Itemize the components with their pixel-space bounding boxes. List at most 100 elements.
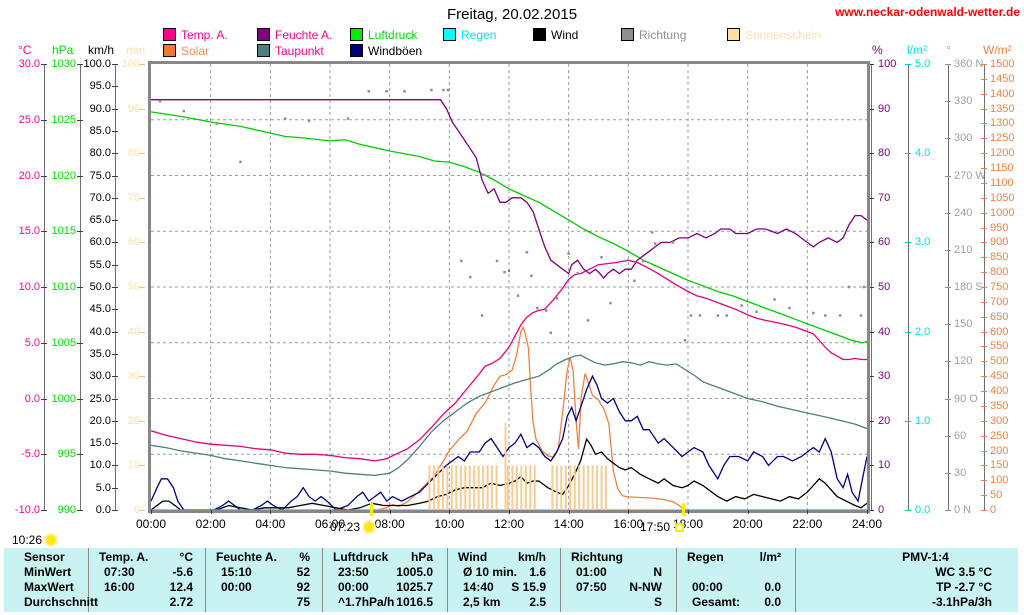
time-tick-label: 22:00 (792, 517, 823, 531)
axis-tick (41, 64, 47, 65)
axis-tick (945, 435, 951, 437)
axis-tick (112, 130, 118, 132)
legend-item-solar: Solar (163, 44, 209, 58)
table-cell-regen-time: Gesamt: (692, 595, 741, 609)
axis-tick-label-deg: 210 (954, 243, 973, 256)
axis-tick (981, 227, 987, 229)
axis-tick-label-wm2: 50 (990, 489, 1003, 502)
axis-tick (868, 510, 874, 511)
axis-tick (139, 64, 145, 65)
sunrise-sun-icon (364, 522, 375, 532)
axis-tick (112, 510, 118, 511)
legend-label-feuchte: Feuchte A. (275, 27, 333, 42)
axis-tick (112, 353, 118, 355)
axis-tick-label-min: 40 (127, 325, 140, 338)
axis-tick-label-kmh: 65.0 (89, 214, 111, 227)
table-cell-pmv: -3.1hPa/3h (931, 595, 992, 609)
axis-tick-label-kmh: 60.0 (89, 236, 111, 249)
axis-tick (981, 153, 987, 155)
axis-tick (905, 242, 911, 244)
axis-tick-label-wm2: 700 (990, 295, 1009, 308)
time-tick-label: 12:00 (493, 517, 525, 531)
axis-tick (112, 64, 118, 65)
time-tick (867, 510, 868, 514)
axis-tick-label-wm2: 150 (990, 459, 1009, 472)
axis-unit-min: min (126, 43, 146, 57)
axis-tick (981, 495, 987, 497)
table-header-pmv: PMV-1:4 (902, 550, 949, 564)
axis-tick-label-kmh: 85.0 (89, 124, 111, 137)
axis-tick (139, 510, 145, 511)
axis-unit-pct: % (872, 43, 883, 57)
axis-tick (41, 510, 47, 511)
legend-swatch-windboeen-icon (350, 44, 363, 57)
axis-tick (945, 398, 951, 400)
axis-tick-label-c: 15.0 (18, 225, 40, 238)
axis-tick (41, 342, 47, 344)
axis-tick (868, 420, 874, 422)
axis-tick-label-wm2: 850 (990, 251, 1009, 264)
axis-tick (905, 153, 911, 155)
axis-tick (945, 101, 951, 103)
table-unit-wind: km/h (517, 550, 546, 564)
axis-tick-label-kmh: 40.0 (89, 325, 111, 338)
series-luftdruck-line (151, 111, 867, 344)
sunrise-tick (370, 503, 374, 516)
axis-tick-label-deg: 30 (954, 466, 967, 479)
axis-tick (981, 316, 987, 318)
axis-tick (981, 420, 987, 422)
table-cell-luftdruck-value: 1016.5 (396, 595, 433, 609)
axis-tick (112, 487, 118, 489)
legend-item-feuchte: Feuchte A. (257, 27, 333, 42)
axis-tick (981, 272, 987, 274)
axis-tick (981, 197, 987, 199)
legend-item-sonnenschein: Sonnenschein (727, 28, 821, 42)
axis-tick (945, 324, 951, 326)
time-tick (210, 510, 212, 514)
table-cell-temp-value: -5.6 (172, 565, 193, 579)
table-unit-temp: °C (179, 550, 193, 564)
site-url[interactable]: www.neckar-odenwald-wetter.de (835, 5, 1020, 19)
table-separator (205, 548, 206, 612)
axis-tick (868, 153, 874, 155)
axis-tick (41, 175, 47, 177)
table-row-label: MaxWert (24, 580, 74, 594)
table-cell-luftdruck-time: ^1.7hPa/h (338, 595, 395, 609)
axis-tick (981, 64, 987, 65)
axis-tick (139, 465, 145, 467)
axis-tick (112, 331, 118, 333)
axis-tick (981, 465, 987, 467)
sunset-label: 17:50 (640, 520, 685, 534)
axis-tick (139, 376, 145, 378)
axis-tick-label-kmh: 90.0 (89, 102, 111, 115)
axis-tick-label-deg: 60 (954, 429, 967, 442)
legend-item-temp: Temp. A. (163, 27, 228, 42)
axis-tick (945, 472, 951, 474)
axis-tick (868, 108, 874, 110)
axis-tick (981, 346, 987, 348)
axis-tick (112, 153, 118, 155)
axis-tick-label-deg: 330 (954, 95, 973, 108)
series-wind-line (151, 437, 867, 510)
axis-unit-c: °C (18, 43, 32, 57)
axis-tick-label-pct: 100 (878, 58, 897, 70)
table-row-label: Sensor (24, 550, 65, 564)
time-tick-label: 08:00 (374, 517, 405, 531)
axis-tick-label-pct: 20 (878, 414, 891, 427)
legend-item-regen: Regen (443, 28, 496, 42)
table-cell-wind-value: 2.5 (529, 595, 546, 609)
axis-tick-label-c: -5.0 (21, 448, 40, 461)
axis-tick (868, 376, 874, 378)
axis-tick (77, 287, 83, 288)
axis-tick-label-wm2: 1300 (990, 117, 1015, 130)
series-temp-line (151, 259, 867, 462)
axis-tick-label-c: 20.0 (18, 169, 40, 182)
table-cell-richtung-time: 01:00 (576, 565, 607, 579)
axis-tick (981, 257, 987, 259)
axis-tick (41, 119, 47, 121)
table-cell-temp-value: 12.4 (169, 580, 193, 594)
time-tick (688, 510, 689, 514)
axis-tick (112, 197, 118, 199)
axis-tick (112, 287, 118, 288)
legend-label-temp: Temp. A. (181, 27, 228, 42)
